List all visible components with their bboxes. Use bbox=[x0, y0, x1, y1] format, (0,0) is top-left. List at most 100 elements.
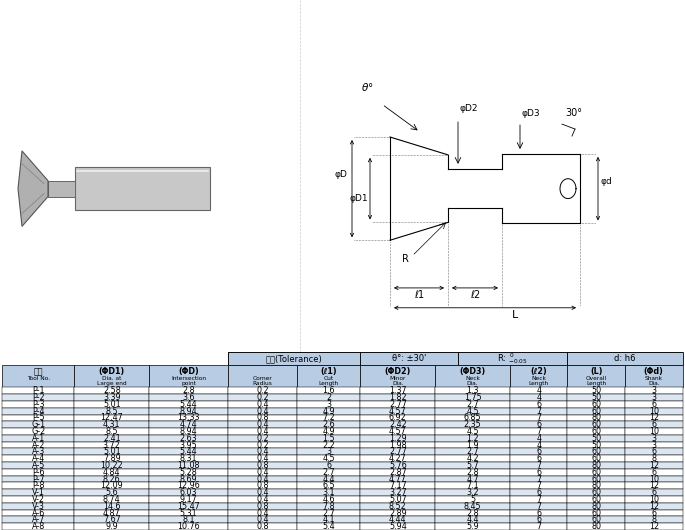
Text: 60: 60 bbox=[591, 495, 601, 504]
Bar bbox=[3, 475, 75, 482]
Text: L: L bbox=[512, 310, 518, 320]
Bar bbox=[149, 489, 228, 496]
Text: P-7: P-7 bbox=[32, 474, 45, 483]
Text: Length: Length bbox=[529, 381, 549, 386]
Text: 30°: 30° bbox=[565, 108, 582, 118]
Text: 1.9: 1.9 bbox=[466, 440, 479, 449]
Text: 3: 3 bbox=[326, 400, 332, 409]
Text: 5.44: 5.44 bbox=[180, 447, 197, 456]
Text: φd: φd bbox=[601, 176, 613, 186]
Text: 5: 5 bbox=[470, 495, 475, 504]
Bar bbox=[510, 510, 567, 516]
Bar bbox=[228, 387, 297, 394]
Text: V-3: V-3 bbox=[32, 502, 45, 511]
Bar bbox=[510, 475, 567, 482]
Bar bbox=[435, 435, 510, 441]
Text: 0.2: 0.2 bbox=[256, 434, 269, 443]
Bar bbox=[625, 503, 682, 510]
Text: 12.47: 12.47 bbox=[101, 413, 123, 422]
Bar bbox=[567, 408, 625, 414]
Bar bbox=[75, 435, 149, 441]
Bar bbox=[567, 387, 625, 394]
Text: 80: 80 bbox=[591, 522, 601, 530]
Text: 6: 6 bbox=[536, 400, 541, 409]
Bar bbox=[360, 503, 435, 510]
Bar bbox=[297, 401, 360, 408]
Bar bbox=[435, 421, 510, 428]
Bar bbox=[3, 510, 75, 516]
Bar bbox=[625, 408, 682, 414]
Bar bbox=[228, 469, 297, 475]
Bar bbox=[149, 428, 228, 435]
Text: 60: 60 bbox=[591, 474, 601, 483]
Text: 8.31: 8.31 bbox=[180, 454, 197, 463]
Bar bbox=[510, 496, 567, 503]
Polygon shape bbox=[18, 151, 48, 226]
Bar bbox=[149, 401, 228, 408]
Text: 0.4: 0.4 bbox=[256, 400, 269, 409]
Bar bbox=[149, 523, 228, 530]
Bar bbox=[228, 475, 297, 482]
Bar bbox=[510, 503, 567, 510]
Text: 2: 2 bbox=[326, 393, 332, 402]
Text: (L): (L) bbox=[590, 367, 603, 376]
Bar bbox=[149, 516, 228, 523]
Text: 4.9: 4.9 bbox=[323, 407, 335, 416]
Bar bbox=[360, 428, 435, 435]
Bar bbox=[75, 469, 149, 475]
Bar bbox=[435, 387, 510, 394]
Bar bbox=[510, 394, 567, 401]
Text: 7: 7 bbox=[536, 413, 541, 422]
Bar bbox=[75, 455, 149, 462]
Bar bbox=[625, 475, 682, 482]
Text: P-6: P-6 bbox=[32, 468, 45, 477]
Text: 3: 3 bbox=[651, 440, 656, 449]
Bar bbox=[360, 401, 435, 408]
Text: 5.07: 5.07 bbox=[389, 495, 407, 504]
Bar bbox=[360, 421, 435, 428]
Text: P-4: P-4 bbox=[32, 407, 45, 416]
Bar bbox=[297, 523, 360, 530]
Bar bbox=[625, 455, 682, 462]
Bar bbox=[567, 414, 625, 421]
Text: 2.7: 2.7 bbox=[466, 447, 479, 456]
Bar bbox=[510, 462, 567, 469]
Text: 4.27: 4.27 bbox=[389, 454, 407, 463]
Bar bbox=[435, 394, 510, 401]
Text: 0.4: 0.4 bbox=[256, 454, 269, 463]
Text: 6: 6 bbox=[536, 508, 541, 517]
Text: 10: 10 bbox=[649, 407, 659, 416]
Text: (ΦD3): (ΦD3) bbox=[460, 367, 486, 376]
Text: 2.41: 2.41 bbox=[103, 434, 121, 443]
Text: 4.4: 4.4 bbox=[323, 474, 335, 483]
Bar bbox=[625, 428, 682, 435]
Text: 7.67: 7.67 bbox=[103, 515, 121, 524]
Text: 6: 6 bbox=[536, 468, 541, 477]
Bar bbox=[228, 489, 297, 496]
Bar bbox=[75, 414, 149, 421]
Text: A-3: A-3 bbox=[32, 447, 45, 456]
Text: P-5: P-5 bbox=[32, 413, 45, 422]
Text: 8.5: 8.5 bbox=[105, 407, 118, 416]
Text: 7.1: 7.1 bbox=[466, 481, 479, 490]
Bar bbox=[625, 435, 682, 441]
Text: 1.29: 1.29 bbox=[389, 434, 407, 443]
Bar bbox=[567, 448, 625, 455]
Bar bbox=[625, 441, 682, 448]
Bar bbox=[3, 482, 75, 489]
Bar bbox=[75, 428, 149, 435]
Bar bbox=[3, 523, 75, 530]
Bar bbox=[435, 462, 510, 469]
Bar bbox=[228, 414, 297, 421]
Text: A-1: A-1 bbox=[32, 434, 45, 443]
Text: 3.6: 3.6 bbox=[182, 393, 195, 402]
Bar bbox=[510, 421, 567, 428]
Bar bbox=[625, 489, 682, 496]
Text: 9.9: 9.9 bbox=[105, 522, 118, 530]
Bar bbox=[228, 523, 297, 530]
Text: 9.17: 9.17 bbox=[179, 495, 197, 504]
Text: 4.77: 4.77 bbox=[389, 474, 407, 483]
Text: A-8: A-8 bbox=[32, 522, 45, 530]
Bar bbox=[510, 441, 567, 448]
Text: 6: 6 bbox=[651, 447, 656, 456]
